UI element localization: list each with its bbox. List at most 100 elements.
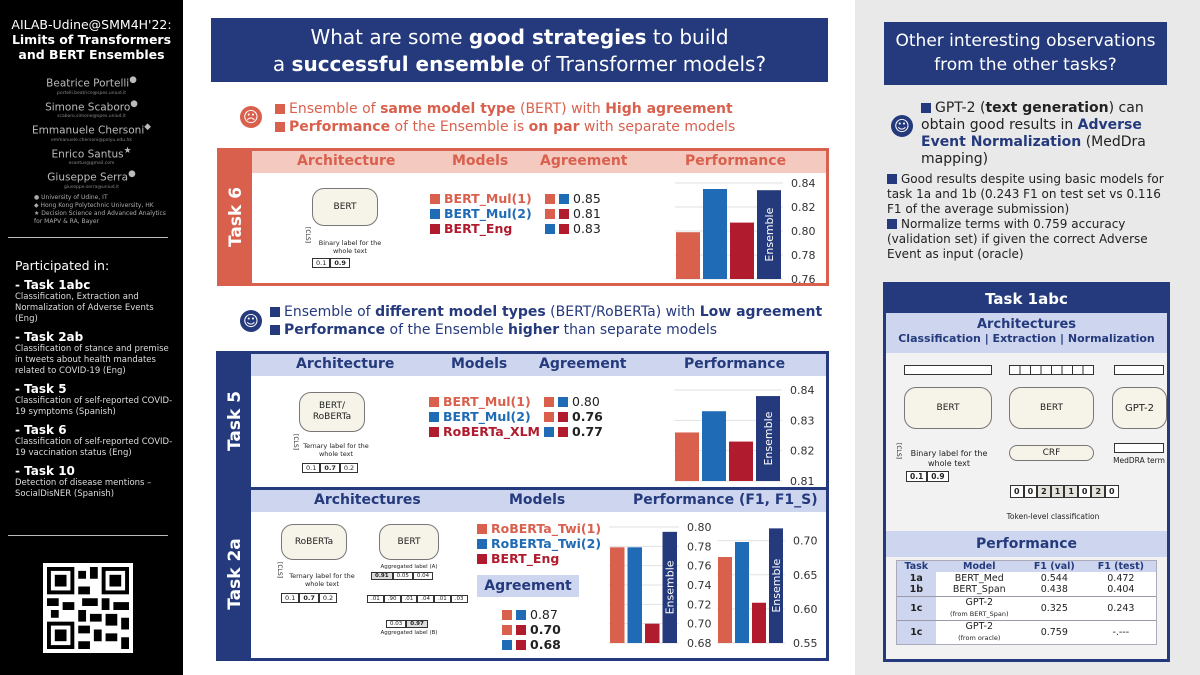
task5-header: Architecture Models Agreement Performance: [251, 354, 826, 376]
task6-panel: Task 6 Architecture Models Agreement Perfor…: [217, 148, 829, 286]
happy-face-icon: ☺: [891, 115, 913, 137]
author-email: esantus@gmail.com: [68, 161, 115, 166]
y-tick-label: 0.68: [687, 637, 712, 649]
model-cell: BERT_Med: [954, 572, 1004, 584]
output-cells: 0.1 0.7 0.2: [281, 593, 338, 603]
table-row: 1a BERT_Med 0.544 0.472: [897, 572, 1156, 584]
author: Enrico Santus★ esantus@gmail.com: [0, 145, 183, 168]
f1-test-cell: -.---: [1112, 626, 1130, 638]
gpt2-box: GPT-2: [1112, 387, 1167, 429]
y-tick-label: 0.78: [791, 249, 816, 262]
task-cell: 1b: [897, 584, 936, 596]
y-tick-label: 0.81: [790, 475, 815, 487]
affiliation-mark: ◆: [144, 122, 151, 132]
model-cell: GPT-2 (from oracle): [958, 620, 1001, 642]
output-cells: 0.1 0.9: [312, 258, 350, 268]
happy-face-icon: ☺: [240, 310, 262, 332]
cls-label: [CLS]: [304, 226, 312, 244]
bert-model-box: BERT: [379, 524, 439, 560]
gpt2-observation: GPT-2 (text generation) can obtain good …: [921, 100, 1146, 167]
author: Emmanuele Chersoni◆ emmanuele.chersoni@po…: [0, 121, 183, 144]
model-bar: [735, 542, 749, 643]
task6-agreement: 0.85 0.81 0.83: [545, 191, 601, 236]
label-note: Binary label for the whole text: [318, 239, 382, 255]
task2a-f1-chart: 0.80 0.78 0.76 0.74 0.72 0.70 0.68 Ensemble: [609, 521, 712, 649]
task6-models: BERT_Mul(1) BERT_Mul(2) BERT_Eng: [430, 191, 532, 236]
affiliation-mark: ●: [128, 169, 136, 179]
task2a-models: RoBERTa_Twi(1) RoBERTa_Twi(2) BERT_Eng: [477, 521, 601, 566]
task2a-agreement: 0.87 0.70 0.68: [502, 607, 561, 652]
performance-header: Performance: [886, 531, 1167, 557]
task2a-header: Architectures Models Performance (F1, F1_S…: [251, 490, 826, 512]
ensemble-label: Ensemble: [762, 411, 775, 465]
task5-task2a-panel: Task 5 Architecture Models Agreement Perfor…: [216, 351, 829, 661]
title-text: a: [272, 52, 292, 76]
output-box: [1114, 443, 1164, 453]
model-bar: [752, 602, 766, 643]
sad-face-icon: ☹: [240, 106, 262, 128]
aggregated-b-cells: 0.03 0.97: [386, 620, 428, 628]
y-tick-label: 0.76: [687, 560, 712, 573]
task-name: - Task 1abc: [15, 278, 91, 292]
task-description: Classification of self-reported COVID-19…: [15, 396, 173, 417]
crf-box: CRF: [1009, 445, 1094, 461]
cls-label: [CLS]: [895, 442, 903, 460]
author-name: Giuseppe Serra: [47, 171, 129, 184]
model-bar: [610, 547, 625, 643]
ensemble-label: Ensemble: [664, 560, 677, 614]
affiliation: ★ Decision Science and Advanced Analytic…: [34, 210, 166, 225]
f1-test-cell: 0.472: [1107, 572, 1135, 584]
y-tick-label: 0.60: [793, 603, 818, 616]
y-tick-label: 0.70: [687, 618, 712, 631]
table-row: 1c GPT-2 (from oracle) 0.759 -.---: [897, 620, 1156, 644]
task1abc-panel: Task 1abc Architectures Classification | …: [883, 282, 1170, 662]
task5-agreement: 0.80 0.76 0.77: [544, 394, 603, 439]
authors: Beatrice Portelli● portelli.beatrice@spes…: [0, 74, 183, 192]
task2a-label: Task 2a: [219, 490, 251, 658]
ensemble-label: Ensemble: [763, 207, 776, 261]
title-text: What are some: [310, 25, 469, 49]
input-box: [1114, 365, 1164, 375]
task2a-f1s-chart: 0.70 0.65 0.60 0.55 Ensemble: [717, 528, 818, 649]
model-bar: [729, 441, 753, 481]
task-description: Classification of stance and premise in …: [15, 344, 169, 376]
bert-model-box: BERT: [312, 188, 378, 226]
task-description: Detection of disease mentions – SocialDi…: [15, 478, 152, 499]
divider: [8, 535, 168, 536]
f1-val-cell: 0.325: [1040, 602, 1068, 614]
performance-table: Task Model F1 (val) F1 (test) 1a BERT_Med 0…: [896, 560, 1157, 645]
model-bar: [702, 411, 726, 481]
task-cell: 1c: [897, 620, 936, 644]
right-column: Other interesting observations from the o…: [855, 0, 1200, 675]
task6-header: Architecture Models Agreement Performance: [252, 151, 826, 173]
task-description: Classification, Extraction and Normaliza…: [15, 292, 154, 324]
column-header: Model: [963, 561, 996, 572]
affiliation-mark: ★: [123, 145, 132, 156]
model-bar: [675, 432, 699, 481]
main-question-banner: What are some good strategies to build a…: [211, 18, 828, 82]
task-description: Classification of self-reported COVID-19…: [15, 437, 173, 458]
title-line: AILAB-Udine@SMM4H'22:: [11, 17, 172, 32]
author-name: Beatrice Portelli: [46, 77, 130, 90]
task6-label: Task 6: [220, 151, 252, 283]
model-cell: GPT-2 (from BERT_Span): [950, 596, 1009, 618]
finding-different-types: Ensemble of different model types (BERT/…: [270, 303, 822, 339]
task5-label: Task 5: [219, 354, 251, 487]
task5-performance-chart: 0.84 0.83 0.82 0.81 Ensemble: [674, 384, 815, 487]
aggregated-label-a: Aggregated label (A): [380, 564, 438, 570]
task1abc-title: Task 1abc: [886, 285, 1167, 313]
y-tick-label: 0.70: [793, 535, 818, 548]
model-bar: [645, 623, 660, 643]
finding-same-type: Ensemble of same model type (BERT) with …: [275, 100, 735, 136]
model-bar: [627, 547, 642, 643]
token-cell: 0: [1010, 485, 1024, 498]
token-cell: 0: [1077, 485, 1092, 498]
model-cell: BERT_Span: [952, 584, 1006, 596]
qr-code[interactable]: [43, 563, 133, 653]
affiliation: ◆ Hong Kong Polytechnic University, HK: [34, 202, 154, 209]
author-name: Enrico Santus: [51, 148, 124, 160]
author-name: Simone Scaboro: [45, 101, 131, 113]
bert-classification-box: BERT: [904, 387, 992, 429]
y-tick-label: 0.82: [790, 445, 815, 458]
